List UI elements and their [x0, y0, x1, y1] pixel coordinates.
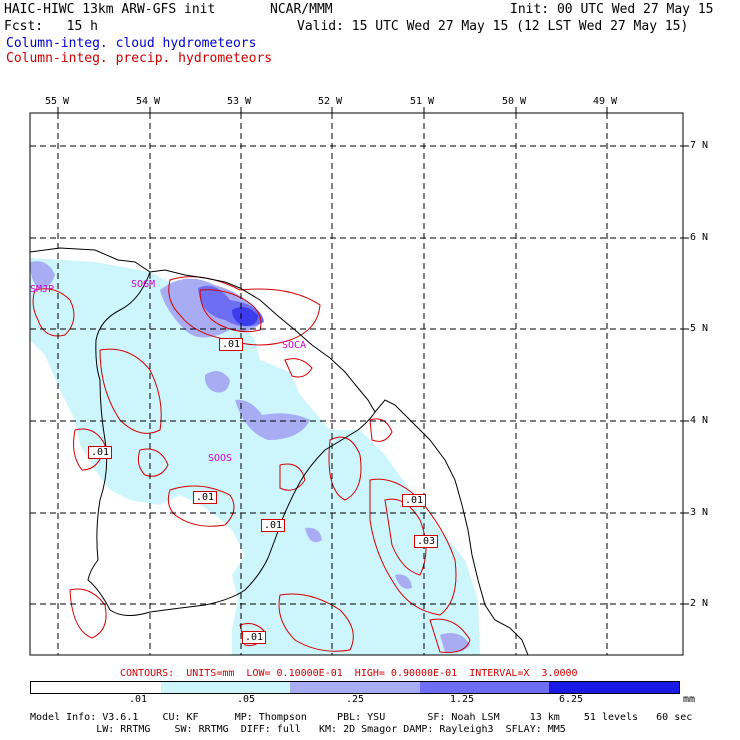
lon-label-50w: 50 W: [502, 96, 527, 107]
legend-tick: .25: [346, 694, 365, 705]
lon-label-55w: 55 W: [45, 96, 70, 107]
legend-tick: .05: [237, 694, 256, 705]
contour-label: .03: [414, 535, 439, 548]
lat-label-4n: 4 N: [690, 415, 709, 426]
lon-label-49w: 49 W: [593, 96, 618, 107]
field-precip-title: Column-integ. precip. hydrometeors: [6, 51, 273, 66]
valid-time: Valid: 15 UTC Wed 27 May 15 (12 LST Wed …: [297, 19, 689, 34]
lat-label-5n: 5 N: [690, 323, 709, 334]
lon-label-54w: 54 W: [136, 96, 161, 107]
org-label: NCAR/MMM: [270, 2, 333, 17]
color-legend: [30, 681, 680, 694]
legend-tick: 1.25: [450, 694, 475, 705]
model-title: HAIC-HIWC 13km ARW-GFS init: [4, 2, 216, 17]
cloud-shading: [30, 258, 480, 655]
legend-units: mm: [683, 694, 696, 705]
lat-label-7n: 7 N: [690, 140, 709, 151]
contour-info: CONTOURS: UNITS=mm LOW= 0.10000E-01 HIGH…: [120, 668, 578, 679]
legend-swatch: [290, 682, 420, 693]
lat-label-2n: 2 N: [690, 598, 709, 609]
station-smjp: SMJP: [30, 284, 55, 295]
legend-tick: .01: [129, 694, 148, 705]
contour-label: .01: [219, 338, 244, 351]
lat-label-3n: 3 N: [690, 507, 709, 518]
contour-label: .01: [402, 494, 427, 507]
lon-label-51w: 51 W: [410, 96, 435, 107]
axis-ticks: [57, 107, 689, 605]
coastline-borders: [29, 247, 529, 656]
model-info-line2: LW: RRTMG SW: RRTMG DIFF: full KM: 2D Sm…: [30, 724, 566, 735]
station-soca: SOCA: [282, 340, 307, 351]
contour-label: .01: [242, 631, 267, 644]
legend-swatch: [31, 682, 161, 693]
lat-label-6n: 6 N: [690, 232, 709, 243]
station-sogm: SOGM: [131, 279, 156, 290]
station-soos: SOOS: [208, 453, 233, 464]
map-frame: [29, 112, 684, 656]
legend-tick: 6.25: [559, 694, 584, 705]
lon-label-52w: 52 W: [318, 96, 343, 107]
init-time: Init: 00 UTC Wed 27 May 15: [510, 2, 714, 17]
field-cloud-title: Column-integ. cloud hydrometeors: [6, 36, 257, 51]
contour-label: .01: [193, 491, 218, 504]
forecast-hour: Fcst: 15 h: [4, 19, 98, 34]
lon-label-53w: 53 W: [227, 96, 252, 107]
contour-label: .01: [261, 519, 286, 532]
legend-swatch: [549, 682, 679, 693]
latlon-grid: [30, 113, 683, 655]
legend-swatch: [419, 682, 550, 693]
model-info-line1: Model Info: V3.6.1 CU: KF MP: Thompson P…: [30, 712, 693, 723]
contour-label: .01: [88, 446, 113, 459]
legend-swatch: [160, 682, 291, 693]
